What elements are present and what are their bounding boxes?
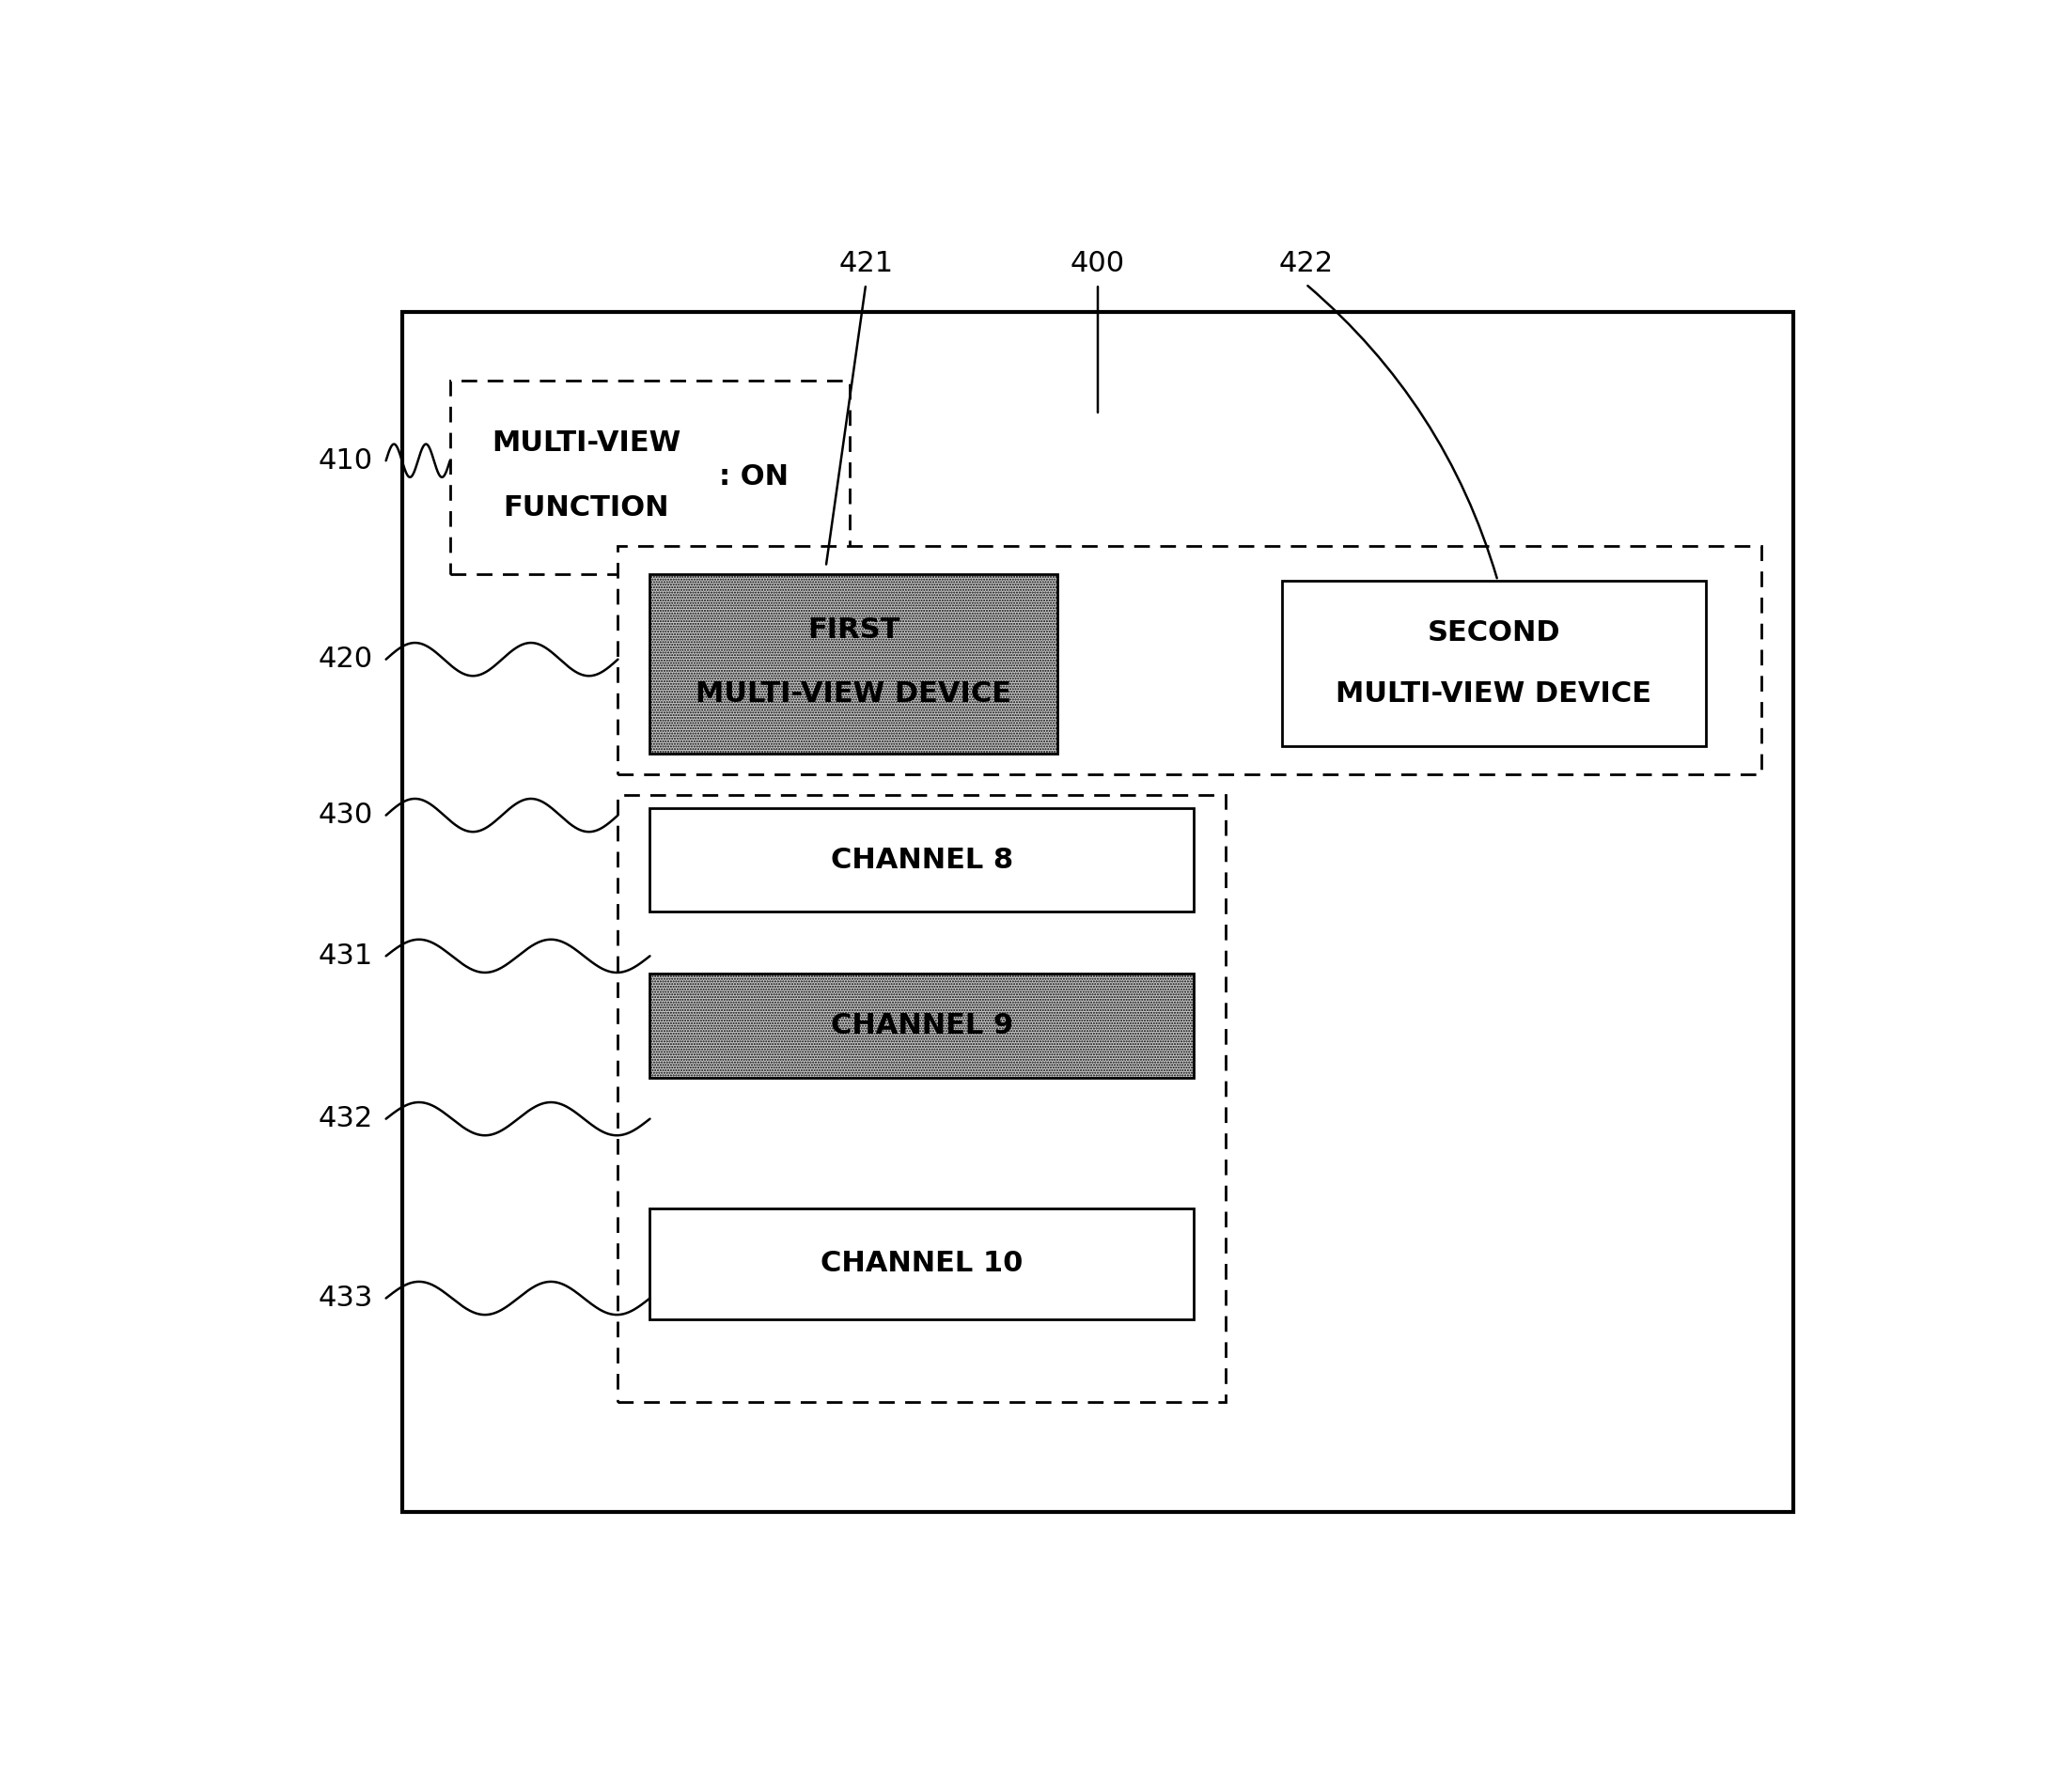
Text: CHANNEL 10: CHANNEL 10 [821, 1251, 1024, 1278]
Bar [650, 573, 1059, 753]
Text: 410: 410 [318, 446, 374, 475]
Text: MULTI-VIEW: MULTI-VIEW [491, 428, 681, 457]
Text: FIRST: FIRST [807, 616, 900, 643]
Text: CHANNEL 9: CHANNEL 9 [830, 1012, 1013, 1039]
Bar [450, 380, 850, 573]
Text: CHANNEL 8: CHANNEL 8 [830, 846, 1013, 874]
Bar [617, 547, 1763, 774]
Text: 400: 400 [1071, 249, 1125, 278]
Text: 430: 430 [318, 801, 374, 830]
Text: FUNCTION: FUNCTION [504, 495, 669, 521]
Text: 431: 431 [318, 943, 374, 969]
Bar [617, 794, 1226, 1401]
Bar [650, 808, 1193, 912]
Text: MULTI-VIEW DEVICE: MULTI-VIEW DEVICE [696, 681, 1011, 708]
Text: 420: 420 [318, 645, 374, 674]
Text: SECOND: SECOND [1426, 620, 1560, 647]
Bar [402, 312, 1794, 1512]
Text: 433: 433 [318, 1285, 374, 1312]
Text: 432: 432 [318, 1106, 374, 1133]
Bar [650, 975, 1193, 1077]
Text: MULTI-VIEW DEVICE: MULTI-VIEW DEVICE [1335, 681, 1651, 708]
Text: 422: 422 [1278, 249, 1333, 278]
Text: 421: 421 [838, 249, 894, 278]
Bar [650, 1208, 1193, 1319]
Text: : ON: : ON [718, 464, 788, 491]
Bar [1282, 581, 1705, 745]
